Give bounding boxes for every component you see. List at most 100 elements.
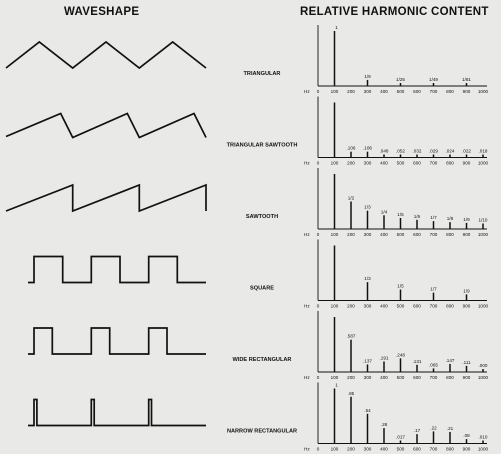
harmonic-label: 1/9 xyxy=(463,288,470,293)
tick-label: 100 xyxy=(331,161,339,166)
tick-label: 400 xyxy=(380,161,388,166)
tick-label: 700 xyxy=(430,304,438,309)
tick-label: 800 xyxy=(446,232,454,237)
axis-unit: Hz xyxy=(304,447,310,452)
tick-label: 0 xyxy=(317,304,320,309)
tick-label: 200 xyxy=(347,375,355,380)
tick-label: 500 xyxy=(397,161,405,166)
tick-label: 0 xyxy=(317,447,320,452)
tick-label: 1000 xyxy=(478,304,489,309)
harmonic-label: .21 xyxy=(447,426,454,431)
tick-label: 400 xyxy=(380,304,388,309)
harmonic-label: 1/9 xyxy=(364,74,371,79)
waveshape-heading: WAVESHAPE xyxy=(64,6,140,18)
axis-unit: Hz xyxy=(304,375,310,380)
axis-unit: Hz xyxy=(304,304,310,309)
harmonic-label: .052 xyxy=(396,149,405,154)
tick-label: 400 xyxy=(380,232,388,237)
tick-label: 600 xyxy=(413,375,421,380)
waveform-narrow-rectangular xyxy=(28,398,206,427)
harmonic-label: .17 xyxy=(414,428,421,433)
harmonic-label: .28 xyxy=(381,422,388,427)
waveshape-name: WIDE RECTANGULAR xyxy=(233,357,292,363)
waveshape-row: NARROW RECTANGULAR Hz 0 100 200 300 400 500 600 7… xyxy=(28,382,489,452)
harmonic-label: 1/3 xyxy=(364,276,371,281)
tick-label: 700 xyxy=(430,161,438,166)
tick-label: 800 xyxy=(446,161,454,166)
harmonic-label: .191 xyxy=(380,355,389,360)
harmonic-label: .106 xyxy=(347,146,356,151)
tick-label: 1000 xyxy=(478,447,489,452)
waveshape-row: SAWTOOTH Hz 0 100 200 300 400 500 600 700 800 900 10… xyxy=(5,168,489,237)
tick-label: 0 xyxy=(317,232,320,237)
waveform-square xyxy=(28,255,206,284)
harmonic-label: 1/5 xyxy=(397,284,404,289)
tick-label: 0 xyxy=(317,375,320,380)
tick-label: 900 xyxy=(463,89,471,94)
harmonic-label: 1/25 xyxy=(396,77,405,82)
tick-label: 300 xyxy=(364,304,372,309)
harmonic-label: 1/7 xyxy=(430,215,437,220)
harmonic-label: 1/3 xyxy=(364,205,371,210)
harmonic-label: .024 xyxy=(446,149,455,154)
tick-label: 300 xyxy=(364,447,372,452)
tick-label: 600 xyxy=(413,232,421,237)
harmonic-label: 1/7 xyxy=(430,287,437,292)
waveshape-name: NARROW RECTANGULAR xyxy=(227,429,297,435)
tick-label: 200 xyxy=(347,447,355,452)
harmonic-label: .08 xyxy=(463,433,470,438)
waveshape-name: SQUARE xyxy=(250,286,274,292)
tick-label: 200 xyxy=(347,232,355,237)
harmonic-label: .111 xyxy=(462,360,471,365)
harmonic-label: .029 xyxy=(429,149,438,154)
waveform-triangular-sawtooth xyxy=(5,112,207,139)
waveform-wide-rectangular xyxy=(28,327,206,355)
waveshape-row: TRIANGULAR Hz 0 100 200 300 400 500 600 700 800 900… xyxy=(5,25,489,94)
tick-label: 200 xyxy=(347,89,355,94)
tick-label: 600 xyxy=(413,89,421,94)
harmonic-label: 1/81 xyxy=(462,77,471,82)
tick-label: 0 xyxy=(317,161,320,166)
harmonic-content-heading: RELATIVE HARMONIC CONTENT xyxy=(300,6,489,18)
harmonic-label: .017 xyxy=(396,435,405,440)
tick-label: 100 xyxy=(331,375,339,380)
harmonic-label: .106 xyxy=(363,146,372,151)
harmonic-label: .048 xyxy=(380,149,389,154)
waveform-triangle xyxy=(5,40,207,70)
tick-label: 600 xyxy=(413,161,421,166)
tick-label: 100 xyxy=(331,89,339,94)
harmonic-label: 1/9 xyxy=(463,217,470,222)
harmonic-label: .54 xyxy=(364,408,371,413)
tick-label: 900 xyxy=(463,304,471,309)
tick-label: 900 xyxy=(463,447,471,452)
waveshape-row: TRIANGULAR SAWTOOTH Hz 0 100 200 300 400 500 600… xyxy=(5,96,489,166)
tick-label: 500 xyxy=(397,304,405,309)
tick-label: 400 xyxy=(380,447,388,452)
harmonic-label: .018 xyxy=(479,149,488,154)
tick-label: 800 xyxy=(446,375,454,380)
harmonic-label: .065 xyxy=(429,362,438,367)
tick-label: 400 xyxy=(380,375,388,380)
harmonic-label: 1 xyxy=(335,383,338,388)
tick-label: 500 xyxy=(397,447,405,452)
tick-label: 1000 xyxy=(478,375,489,380)
tick-label: 800 xyxy=(446,89,454,94)
tick-label: 100 xyxy=(331,304,339,309)
harmonic-label: .032 xyxy=(413,149,422,154)
tick-label: 100 xyxy=(331,232,339,237)
tick-label: 300 xyxy=(364,161,372,166)
harmonic-label: .131 xyxy=(413,359,422,364)
harmonic-label: .000 xyxy=(479,363,488,368)
harmonic-label: 1 xyxy=(335,25,338,30)
harmonic-label: .248 xyxy=(396,352,405,357)
tick-label: 400 xyxy=(380,89,388,94)
waveshape-row: SQUARE Hz 0 100 200 300 400 500 600 700 800 900 1000… xyxy=(28,239,489,309)
axis-unit: Hz xyxy=(304,89,310,94)
harmonic-label: .22 xyxy=(430,425,437,430)
tick-label: 700 xyxy=(430,447,438,452)
tick-label: 900 xyxy=(463,161,471,166)
waveshape-name: TRIANGULAR SAWTOOTH xyxy=(227,143,298,149)
tick-label: 900 xyxy=(463,232,471,237)
harmonic-label: .137 xyxy=(363,358,372,363)
harmonic-label: .85 xyxy=(348,391,355,396)
